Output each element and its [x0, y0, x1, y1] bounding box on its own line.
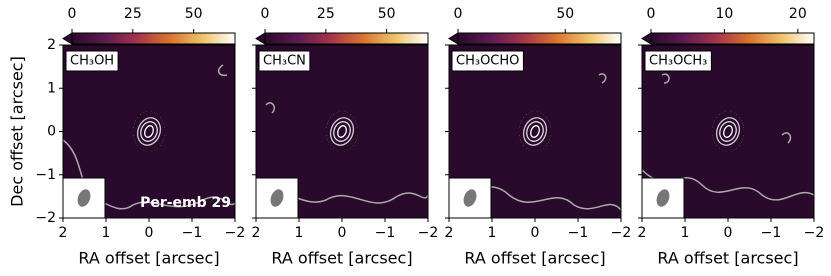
colorbar-tick-label: 0	[261, 6, 270, 22]
colorbar-tick-label: 50	[378, 6, 396, 22]
map	[642, 45, 814, 218]
y-tick-label: 2	[47, 37, 56, 53]
x-axis-label: RA offset [arcsec]	[657, 249, 798, 268]
colorbar-tick-label: 25	[317, 6, 335, 22]
colorbar	[457, 32, 622, 45]
source-emission	[326, 111, 358, 152]
x-tick-label: 2	[638, 225, 647, 241]
colorbar-extend	[62, 32, 73, 45]
source-emission	[712, 111, 744, 152]
source-contour	[333, 121, 351, 142]
colorbar-tick-label: 50	[185, 6, 203, 22]
source-emission	[133, 111, 165, 152]
beam	[656, 189, 670, 207]
panel-title: CH₃OH	[70, 54, 114, 69]
title-box	[258, 50, 311, 72]
colorbar-tick-label: 0	[68, 6, 77, 22]
panel: CH₃CN 2 1 0 −1 −2 RA offset [arcsec] 0 25 50	[252, 6, 439, 268]
colorbar-extend	[255, 32, 266, 45]
source-contour	[136, 117, 162, 146]
beam	[463, 189, 477, 207]
x-tick-label: −1	[182, 225, 203, 241]
colorbar	[264, 32, 429, 45]
y-tick-label: 0	[47, 124, 56, 140]
x-tick-label: −2	[804, 225, 825, 241]
panel: CH₃OH Per-emb 29 2 1 0 −1 −2 −2 −1 0 1 2 RA offset […	[8, 6, 246, 268]
source-contour	[530, 125, 540, 138]
x-tick-label: 2	[445, 225, 454, 241]
source-contour	[140, 121, 158, 142]
colorbar-tick-label: 50	[556, 6, 574, 22]
source-contour	[337, 125, 347, 138]
x-tick-label: −2	[225, 225, 246, 241]
x-tick-label: 2	[252, 225, 261, 241]
panel-title: CH₃CN	[263, 54, 306, 69]
source-contour	[526, 121, 544, 142]
x-tick-label: 1	[681, 225, 690, 241]
x-tick-label: 1	[102, 225, 111, 241]
panel-title: CH₃OCHO	[456, 54, 519, 69]
source-contour	[723, 125, 733, 138]
x-tick-label: −2	[418, 225, 439, 241]
source-emission	[519, 111, 551, 152]
x-tick-label: 2	[59, 225, 68, 241]
x-tick-label: −1	[761, 225, 782, 241]
source-contour	[719, 121, 737, 142]
x-tick-label: 0	[724, 225, 733, 241]
x-tick-label: −2	[611, 225, 632, 241]
colorbar-tick-label: 0	[647, 6, 656, 22]
colorbar-tick-label: 20	[789, 6, 807, 22]
y-axis-label: Dec offset [arcsec]	[8, 56, 27, 207]
title-box	[644, 50, 712, 72]
source-contour	[522, 117, 548, 146]
y-tick-label: −1	[35, 167, 56, 183]
map	[63, 45, 235, 218]
beam	[270, 189, 284, 207]
x-axis-label: RA offset [arcsec]	[271, 249, 412, 268]
colorbar	[71, 32, 236, 45]
x-tick-label: −1	[375, 225, 396, 241]
panel: CH₃OCHO 2 1 0 −1 −2 RA offset [arcsec] 0 50	[445, 6, 632, 268]
x-tick-label: 1	[295, 225, 304, 241]
x-axis-label: RA offset [arcsec]	[464, 249, 605, 268]
source-contour	[715, 117, 741, 146]
source-contour	[144, 125, 154, 138]
title-box	[65, 50, 119, 72]
map	[449, 45, 621, 218]
y-tick-label: −2	[35, 210, 56, 226]
colorbar-tick-label: 10	[716, 6, 734, 22]
colorbar	[650, 32, 815, 45]
y-tick-label: 1	[47, 80, 56, 96]
x-tick-label: −1	[568, 225, 589, 241]
title-box	[451, 50, 524, 72]
beam	[77, 189, 91, 207]
colorbar-extend	[448, 32, 459, 45]
x-tick-label: 0	[338, 225, 347, 241]
colorbar-extend	[641, 32, 652, 45]
x-tick-label: 0	[531, 225, 540, 241]
colorbar-tick-label: 25	[124, 6, 142, 22]
panel-title: CH₃OCH₃	[649, 54, 707, 69]
colorbar-tick-label: 0	[454, 6, 463, 22]
x-tick-label: 1	[488, 225, 497, 241]
source-contour	[329, 117, 355, 146]
x-axis-label: RA offset [arcsec]	[78, 249, 219, 268]
map	[256, 45, 428, 218]
annotation: Per-emb 29	[140, 195, 231, 211]
x-tick-label: 0	[145, 225, 154, 241]
